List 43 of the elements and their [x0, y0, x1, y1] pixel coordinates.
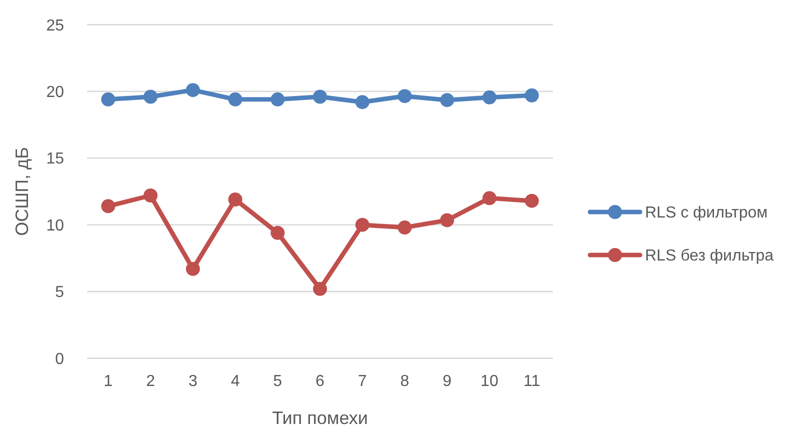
point: [270, 92, 285, 106]
point: [440, 93, 454, 108]
point: [398, 220, 412, 235]
x-tick-label: 6: [316, 373, 325, 390]
point: [186, 83, 200, 98]
x-tick-label: 2: [146, 373, 156, 390]
point: [482, 191, 496, 206]
y-tick-label: 10: [46, 217, 64, 234]
point: [355, 95, 370, 110]
point: [228, 92, 242, 106]
y-tick-label: 25: [46, 17, 64, 34]
x-tick-label: 10: [480, 373, 498, 390]
y-tick-label: 15: [46, 150, 64, 168]
x-tick-label: 3: [188, 373, 198, 390]
x-tick-label: 5: [273, 373, 282, 390]
legend-label: RLS с фильтром: [645, 204, 768, 222]
x-tick-label: 7: [358, 373, 367, 390]
point: [101, 199, 116, 214]
x-tick-label: 1: [104, 373, 113, 390]
point: [228, 192, 242, 207]
y-axis-title: ОСШП, дБ: [12, 147, 32, 236]
point: [144, 90, 158, 104]
point: [398, 89, 412, 104]
y-tick-label: 0: [55, 350, 64, 368]
point: [313, 282, 327, 296]
legend-label: RLS без фильтра: [645, 248, 774, 265]
point: [313, 90, 327, 104]
y-tick-label: 5: [55, 284, 64, 302]
x-tick-label: 11: [524, 373, 540, 390]
x-tick-label: 9: [442, 373, 452, 390]
point: [524, 88, 539, 102]
point: [440, 213, 454, 228]
x-tick-label: 8: [400, 373, 410, 390]
point: [355, 218, 370, 232]
x-axis-title: Тип помехи: [272, 408, 368, 428]
point: [144, 188, 158, 203]
y-tick-label: 20: [46, 84, 64, 102]
point: [524, 194, 539, 208]
point: [101, 92, 116, 106]
point: [186, 262, 200, 276]
x-tick-label: 4: [230, 373, 240, 390]
point: [270, 226, 285, 240]
point: [482, 90, 496, 104]
